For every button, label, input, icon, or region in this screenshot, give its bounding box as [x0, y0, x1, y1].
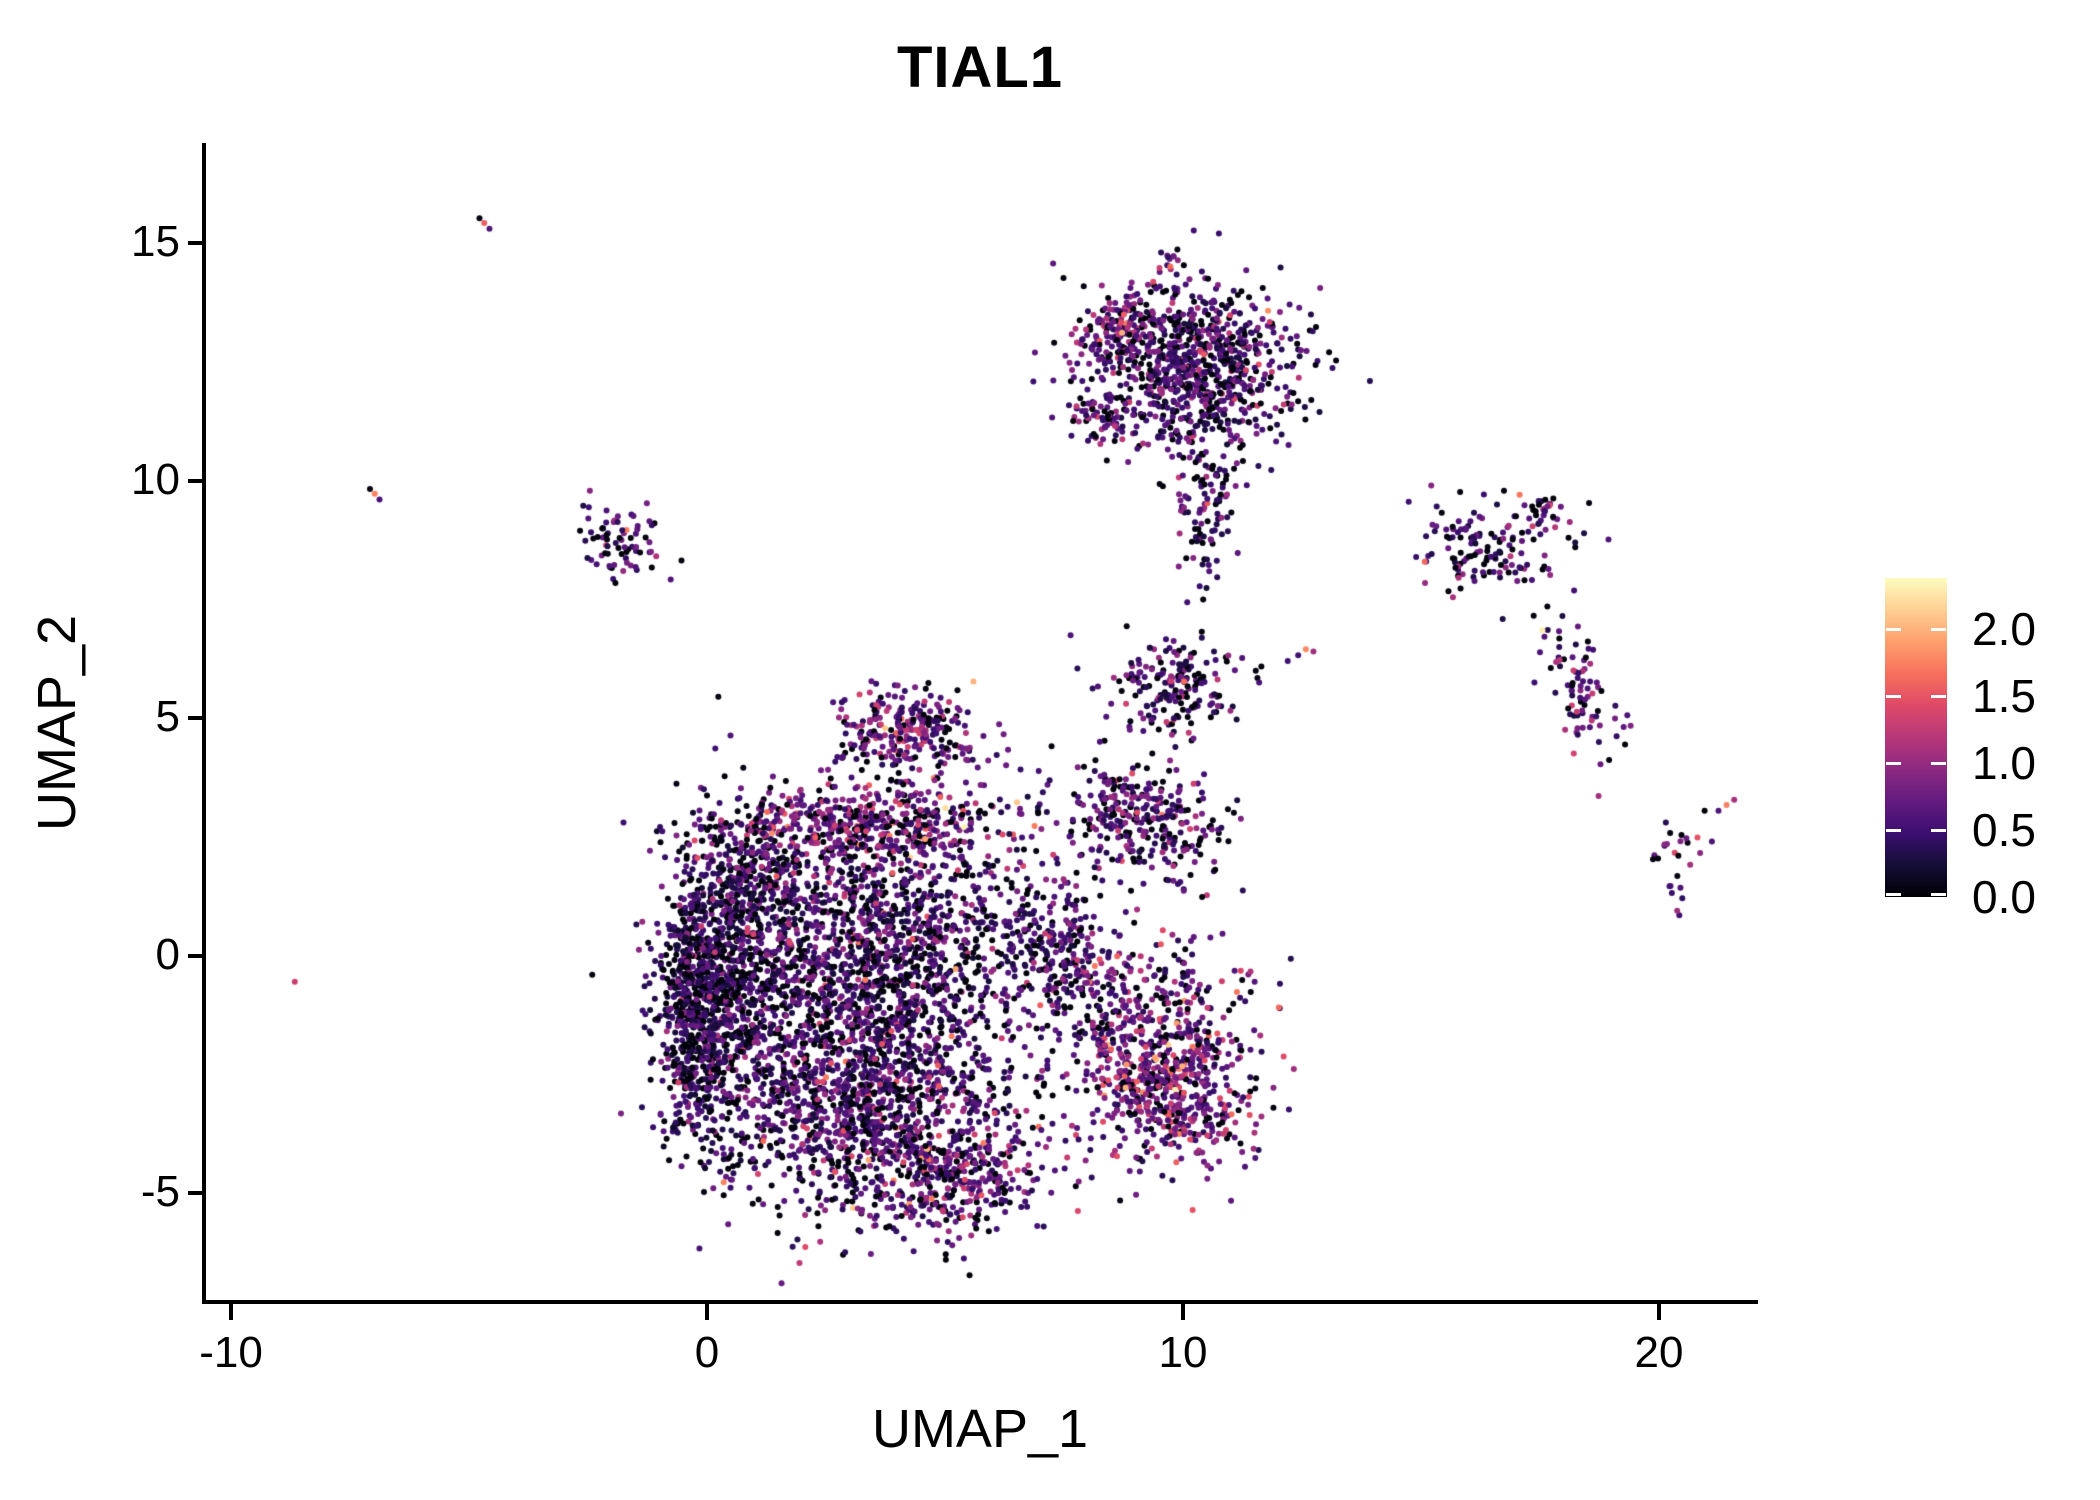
legend-tick-mark: [1886, 893, 1901, 896]
legend-label: 1.5: [1972, 670, 2036, 722]
x-tick-mark: [1657, 1304, 1661, 1320]
legend-tick-mark: [1931, 695, 1946, 698]
x-tick-label: 10: [1158, 1328, 1208, 1377]
x-axis-line: [202, 1300, 1758, 1304]
x-tick-mark: [1181, 1304, 1185, 1320]
y-tick-label: -5: [140, 1167, 180, 1216]
legend-tick-mark: [1886, 829, 1901, 832]
y-tick-mark: [188, 241, 204, 245]
legend-tick-mark: [1886, 628, 1901, 631]
legend-tick-mark: [1931, 893, 1946, 896]
plot-title: TIAL1: [896, 35, 1064, 100]
y-tick-mark: [188, 1191, 204, 1195]
x-tick-mark: [229, 1304, 233, 1320]
legend-tick-mark: [1886, 695, 1901, 698]
y-tick-mark: [188, 479, 204, 483]
y-tick-label: 5: [155, 692, 180, 741]
y-tick-label: 15: [131, 217, 180, 266]
x-tick-label: 0: [694, 1328, 720, 1377]
legend-tick-mark: [1886, 762, 1901, 765]
legend-label: 0.5: [1972, 804, 2036, 856]
x-tick-label: -10: [199, 1328, 263, 1377]
x-axis-title: UMAP_1: [871, 1399, 1089, 1459]
x-tick-mark: [705, 1304, 709, 1320]
y-tick-mark: [188, 716, 204, 720]
legend-tick-mark: [1931, 628, 1946, 631]
y-tick-label: 10: [131, 455, 180, 504]
x-tick-label: 20: [1634, 1328, 1684, 1377]
legend-tick-mark: [1931, 762, 1946, 765]
y-axis-line: [202, 143, 206, 1304]
y-axis-title: UMAP_2: [27, 614, 87, 832]
y-tick-mark: [188, 954, 204, 958]
legend-label: 1.0: [1972, 737, 2036, 789]
legend-colorbar: [1885, 578, 1947, 897]
legend-label: 2.0: [1972, 603, 2036, 655]
legend-label: 0.0: [1972, 871, 2036, 923]
y-tick-label: 0: [155, 930, 180, 979]
legend-tick-mark: [1931, 829, 1946, 832]
